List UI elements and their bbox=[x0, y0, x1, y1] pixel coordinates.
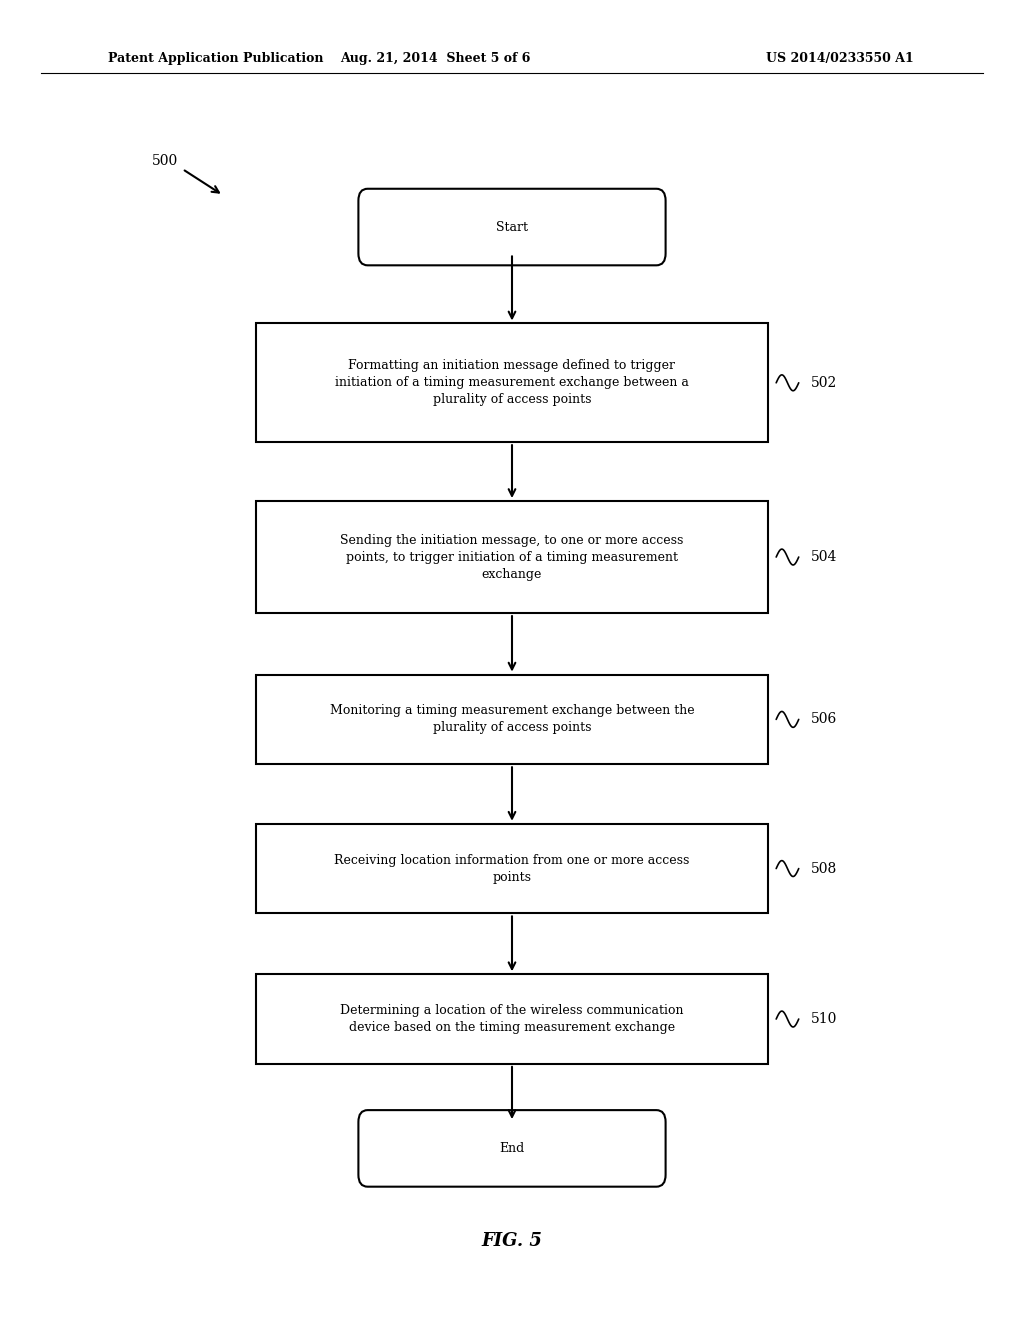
Bar bbox=[256, 323, 768, 442]
FancyBboxPatch shape bbox=[358, 189, 666, 265]
Text: US 2014/0233550 A1: US 2014/0233550 A1 bbox=[766, 51, 913, 65]
Bar bbox=[256, 824, 768, 913]
Text: Monitoring a timing measurement exchange between the
plurality of access points: Monitoring a timing measurement exchange… bbox=[330, 705, 694, 734]
Bar bbox=[256, 675, 768, 764]
Text: Determining a location of the wireless communication
device based on the timing : Determining a location of the wireless c… bbox=[340, 1005, 684, 1034]
Text: Sending the initiation message, to one or more access
points, to trigger initiat: Sending the initiation message, to one o… bbox=[340, 533, 684, 581]
Text: Patent Application Publication: Patent Application Publication bbox=[108, 51, 323, 65]
Text: FIG. 5: FIG. 5 bbox=[481, 1232, 543, 1250]
FancyBboxPatch shape bbox=[358, 1110, 666, 1187]
Text: Aug. 21, 2014  Sheet 5 of 6: Aug. 21, 2014 Sheet 5 of 6 bbox=[340, 51, 530, 65]
Bar bbox=[256, 974, 768, 1064]
Text: 506: 506 bbox=[811, 713, 838, 726]
Text: 508: 508 bbox=[811, 862, 838, 875]
Text: 510: 510 bbox=[811, 1012, 838, 1026]
Text: 504: 504 bbox=[811, 550, 838, 564]
Text: Receiving location information from one or more access
points: Receiving location information from one … bbox=[334, 854, 690, 883]
Text: Start: Start bbox=[496, 220, 528, 234]
Text: 502: 502 bbox=[811, 376, 838, 389]
Text: End: End bbox=[500, 1142, 524, 1155]
Text: 500: 500 bbox=[152, 154, 178, 168]
Bar bbox=[256, 502, 768, 612]
Text: Formatting an initiation message defined to trigger
initiation of a timing measu: Formatting an initiation message defined… bbox=[335, 359, 689, 407]
